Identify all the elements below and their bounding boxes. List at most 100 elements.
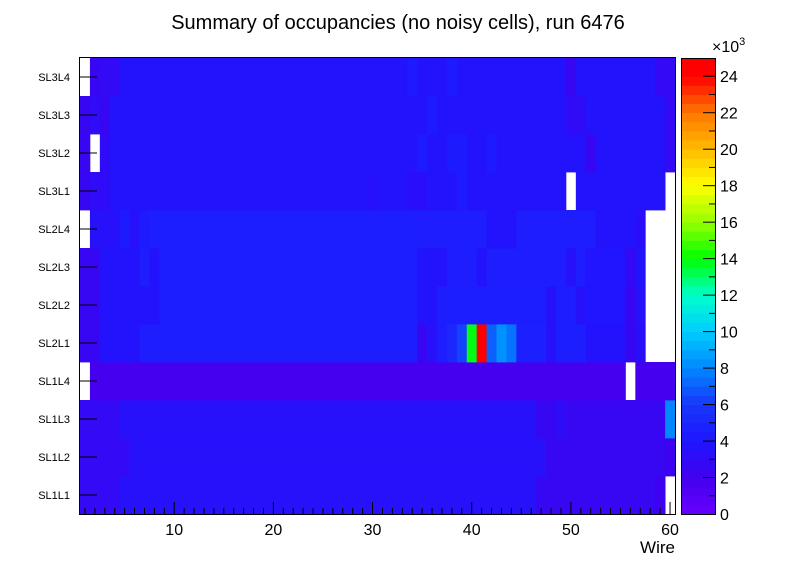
heatmap-cell xyxy=(437,96,567,135)
heatmap-cell xyxy=(427,96,438,135)
color-scale-band xyxy=(681,76,715,86)
heatmap-cell xyxy=(417,58,448,97)
color-scale-band xyxy=(681,459,715,469)
heatmap-cell xyxy=(407,58,418,97)
row-label-sl2l3: SL2L3 xyxy=(38,262,70,274)
heatmap-cell xyxy=(536,476,656,515)
color-scale-band xyxy=(681,240,715,250)
heatmap-cell xyxy=(635,248,646,287)
heatmap-cell xyxy=(437,286,547,325)
color-scale-tick-label: 12 xyxy=(720,288,738,305)
row-label-sl3l4: SL3L4 xyxy=(38,72,70,84)
chart-title: Summary of occupancies (no noisy cells),… xyxy=(171,12,625,34)
heatmap-cell xyxy=(149,248,160,287)
row-label-sl3l3: SL3L3 xyxy=(38,110,70,122)
color-scale-band xyxy=(681,58,715,68)
heatmap-cell xyxy=(466,172,567,211)
x-tick-label: 40 xyxy=(463,522,481,539)
row-label-sl3l2: SL3L2 xyxy=(38,148,70,160)
color-scale-band xyxy=(681,130,715,141)
heatmap-cell xyxy=(625,248,636,287)
heatmap-cell xyxy=(427,134,448,173)
heatmap-cell xyxy=(427,324,438,363)
color-scale-band xyxy=(681,450,715,460)
color-scale-band xyxy=(681,477,715,488)
color-scale-band xyxy=(681,85,715,95)
color-scale-band xyxy=(681,249,715,260)
heatmap-cell xyxy=(585,96,666,135)
heatmap-cell xyxy=(665,438,676,477)
x-tick-label: 10 xyxy=(165,522,183,539)
color-scale-band xyxy=(681,176,715,187)
color-scale-band xyxy=(681,112,715,123)
heatmap-cell xyxy=(635,286,646,325)
color-scale-band xyxy=(681,431,715,442)
color-scale-tick-label: 6 xyxy=(720,398,729,415)
x-tick-label: 50 xyxy=(562,522,580,539)
color-scale-band xyxy=(681,103,715,114)
heatmap-cells xyxy=(80,58,676,515)
heatmap-cell xyxy=(585,324,626,363)
color-scale-tick-label: 22 xyxy=(720,106,738,123)
color-scale-band xyxy=(681,140,715,150)
color-scale-band xyxy=(681,358,715,369)
heatmap-cell xyxy=(99,58,121,97)
heatmap-cell xyxy=(575,58,656,97)
color-scale-frame xyxy=(681,58,716,515)
color-scale-band xyxy=(681,158,715,168)
color-scale-tick-label: 18 xyxy=(720,179,738,196)
heatmap-cell xyxy=(486,248,567,287)
color-scale-band xyxy=(681,203,715,214)
heatmap-cell xyxy=(446,58,458,97)
heatmap-cell xyxy=(377,172,408,211)
heatmap-cell xyxy=(99,134,111,173)
heatmap-cell xyxy=(585,248,626,287)
heatmap-cell xyxy=(456,324,468,363)
heatmap-cell xyxy=(456,58,567,97)
heatmap-cell xyxy=(99,286,160,325)
heatmap-cell xyxy=(367,172,378,211)
heatmap-cell xyxy=(516,210,597,249)
color-scale-band xyxy=(681,340,715,351)
heatmap-cell xyxy=(575,286,587,325)
heatmap-cell xyxy=(625,286,636,325)
heatmap-cell xyxy=(129,210,140,249)
heatmap-cell xyxy=(427,172,458,211)
axes: 10 20 30 40 50 60 SL1L1 SL1L2 SL1L3 SL1L4 SL2L1 SL2… xyxy=(38,72,679,539)
row-label-sl1l4: SL1L4 xyxy=(38,376,70,388)
heatmap-cell xyxy=(665,134,676,173)
color-scale-band xyxy=(681,67,715,77)
heatmap-cell xyxy=(486,210,517,249)
heatmap-cell xyxy=(635,324,646,363)
color-scale-band xyxy=(681,94,715,104)
color-scale-band xyxy=(681,313,715,323)
color-scale-band xyxy=(681,185,715,196)
x-tick-label: 60 xyxy=(661,522,679,539)
color-scale-band xyxy=(681,495,715,506)
heatmap-cell xyxy=(466,134,487,173)
heatmap-cell xyxy=(665,400,676,439)
heatmap-cell xyxy=(99,96,111,135)
heatmap-cell xyxy=(139,248,150,287)
color-scale-band xyxy=(681,486,715,497)
heatmap-cell xyxy=(417,210,487,249)
x-tick-label: 20 xyxy=(264,522,282,539)
heatmap-cell xyxy=(565,400,666,439)
color-scale-band xyxy=(681,368,715,378)
color-scale-band xyxy=(681,504,715,515)
color-scale-exponent: ×103 xyxy=(712,36,745,56)
row-label-sl2l1: SL2L1 xyxy=(38,338,70,350)
heatmap-cell xyxy=(575,172,666,211)
heatmap-cell xyxy=(556,324,587,363)
color-scale-band xyxy=(681,258,715,269)
heatmap-cell xyxy=(565,58,577,97)
row-label-sl3l1: SL3L1 xyxy=(38,186,70,198)
heatmap-cell xyxy=(417,134,428,173)
heatmap-cell xyxy=(625,324,636,363)
x-axis-label: Wire xyxy=(640,538,675,557)
heatmap-cell xyxy=(407,172,428,211)
heatmap-cell xyxy=(109,96,428,135)
row-label-sl1l2: SL1L2 xyxy=(38,452,70,464)
row-label-sl2l4: SL2L4 xyxy=(38,224,70,236)
heatmap-cell xyxy=(486,134,497,173)
